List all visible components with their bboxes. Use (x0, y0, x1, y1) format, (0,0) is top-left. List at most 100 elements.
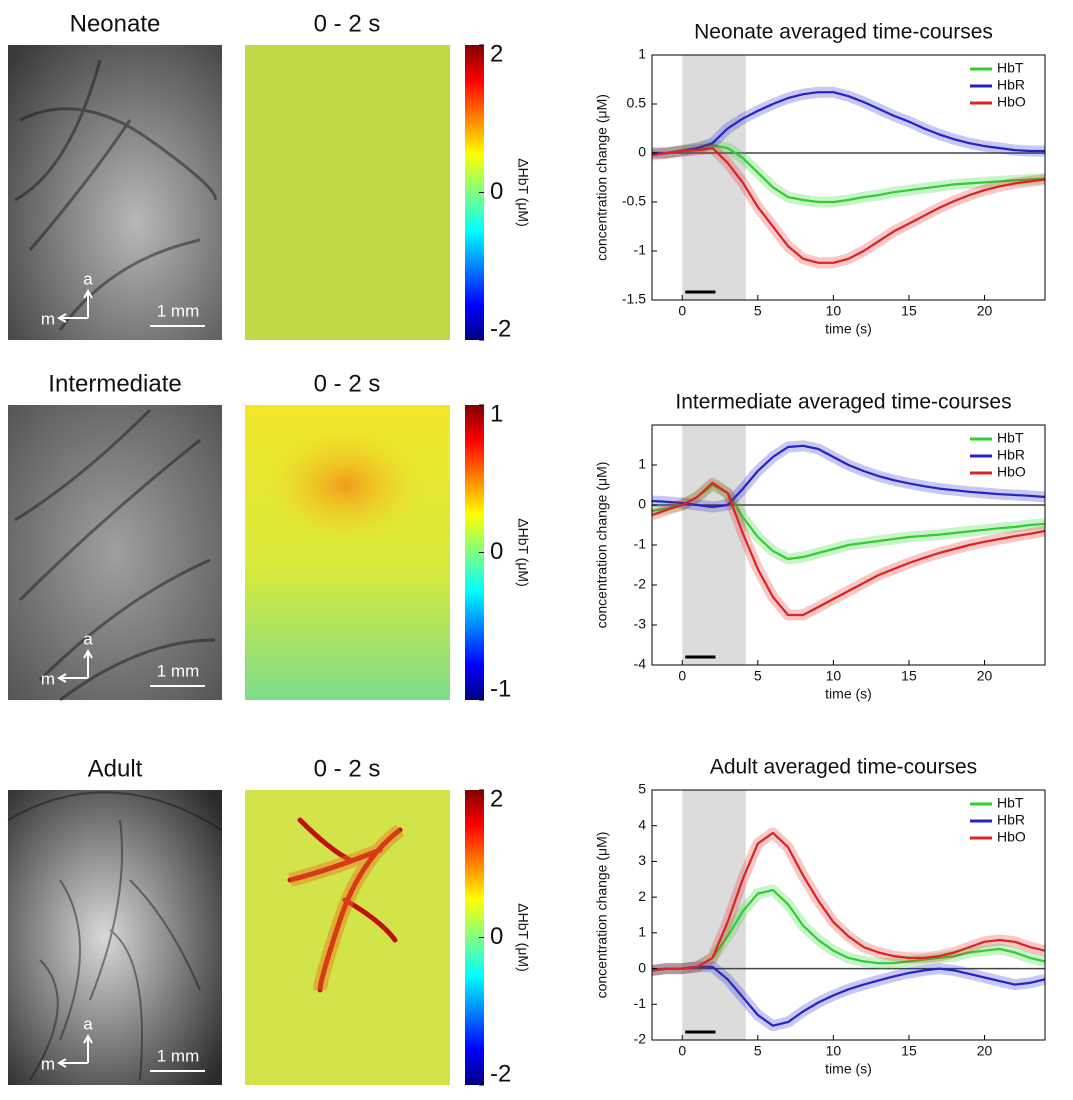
legend-label: HbO (997, 829, 1026, 845)
x-axis-label: time (s) (825, 686, 872, 702)
series-line (651, 965, 1046, 1027)
y-tick-label: -2 (634, 576, 647, 592)
stimulus-window (682, 790, 746, 1040)
orientation-label: m (41, 309, 55, 328)
x-tick-label: 0 (678, 668, 686, 684)
panel-label: Intermediate (48, 370, 181, 397)
scale-bar-label: 1 mm (157, 1046, 200, 1065)
chart-title: Intermediate averaged time-courses (675, 391, 1011, 414)
colorbar-tick-label: -2 (490, 315, 511, 342)
y-tick-label: -1 (634, 995, 647, 1011)
panel-label: Neonate (70, 10, 161, 37)
x-axis-label: time (s) (825, 321, 872, 337)
chart-title: Neonate averaged time-courses (694, 21, 993, 44)
y-axis-label: concentration change (μM) (594, 94, 610, 261)
y-tick-label: 0 (638, 496, 646, 512)
x-tick-label: 20 (977, 668, 993, 684)
x-tick-label: 0 (678, 1043, 686, 1059)
activation-map (245, 45, 450, 1085)
y-tick-label: 5 (638, 781, 646, 797)
y-tick-label: 0.5 (627, 95, 647, 111)
orientation-label: a (83, 269, 93, 288)
colorbar-tick-label: -1 (490, 675, 511, 702)
stimulus-window (682, 55, 746, 300)
legend-label: HbT (997, 430, 1024, 446)
orientation-label: m (41, 669, 55, 688)
map-title: 0 - 2 s (314, 755, 381, 782)
y-tick-label: 1 (638, 46, 646, 62)
panel-label: Adult (88, 755, 143, 782)
y-tick-label: -2 (634, 1031, 647, 1047)
legend-label: HbR (997, 447, 1025, 463)
x-axis-label: time (s) (825, 1061, 872, 1077)
x-tick-label: 5 (754, 1043, 762, 1059)
series-line (651, 147, 1046, 264)
colorbar (465, 45, 484, 1085)
orientation-arrow (56, 1033, 93, 1068)
plot-frame (651, 54, 1046, 301)
colorbar-tick-label: 1 (490, 400, 503, 427)
y-axis-label: concentration change (μM) (594, 462, 610, 629)
legend-label: HbT (997, 795, 1024, 811)
map-title: 0 - 2 s (314, 370, 381, 397)
x-tick-label: 10 (826, 1043, 842, 1059)
colorbar-tick-label: 2 (490, 785, 503, 812)
colorbar-tick-label: 0 (490, 178, 503, 205)
x-tick-label: 15 (901, 1043, 917, 1059)
colorbar-label: ΔHbT (μM) (515, 518, 531, 587)
plot-frame (651, 789, 1046, 1041)
orientation-label: a (83, 629, 93, 648)
legend-label: HbT (997, 60, 1024, 76)
orientation-label: a (83, 1014, 93, 1033)
x-tick-label: 10 (826, 303, 842, 319)
y-tick-label: 1 (638, 924, 646, 940)
x-tick-label: 15 (901, 668, 917, 684)
stimulus-window (682, 425, 746, 665)
x-tick-label: 0 (678, 303, 686, 319)
legend-label: HbR (997, 77, 1025, 93)
colorbar-tick-label: 0 (490, 923, 503, 950)
x-tick-label: 15 (901, 303, 917, 319)
orientation-arrow (56, 288, 93, 323)
chart-title: Adult averaged time-courses (710, 756, 977, 779)
legend-label: HbR (997, 812, 1025, 828)
photo (7, 45, 223, 1085)
series-line (651, 831, 1046, 972)
orientation-label: m (41, 1054, 55, 1073)
map-title: 0 - 2 s (314, 10, 381, 37)
y-tick-label: 1 (638, 456, 646, 472)
y-tick-label: -0.5 (622, 193, 646, 209)
colorbar-tick-label: -2 (490, 1060, 511, 1087)
series-line (651, 483, 1046, 561)
y-tick-label: -1.5 (622, 291, 646, 307)
series-line (651, 888, 1046, 972)
x-tick-label: 20 (977, 303, 993, 319)
scale-bar-label: 1 mm (157, 661, 200, 680)
y-tick-label: 3 (638, 852, 646, 868)
y-tick-label: -1 (634, 536, 647, 552)
scale-bar-label: 1 mm (157, 301, 200, 320)
orientation-arrow (56, 648, 93, 683)
x-tick-label: 5 (754, 668, 762, 684)
y-tick-label: -4 (634, 656, 647, 672)
colorbar-tick-label: 2 (490, 40, 503, 67)
series-line (651, 444, 1046, 509)
colorbar-label: ΔHbT (μM) (515, 158, 531, 227)
series-line (652, 91, 1045, 155)
colorbar-label: ΔHbT (μM) (515, 903, 531, 972)
y-tick-label: -3 (634, 616, 647, 632)
x-tick-label: 20 (977, 1043, 993, 1059)
y-tick-label: 4 (638, 816, 646, 832)
x-tick-label: 5 (754, 303, 762, 319)
y-tick-label: 2 (638, 888, 646, 904)
y-axis-label: concentration change (μM) (594, 832, 610, 999)
series-line (652, 144, 1046, 204)
series-line (651, 481, 1046, 617)
colorbar-tick-label: 0 (490, 538, 503, 565)
legend-label: HbO (997, 94, 1026, 110)
y-tick-label: 0 (638, 144, 646, 160)
legend-label: HbO (997, 464, 1026, 480)
y-tick-label: 0 (638, 959, 646, 975)
x-tick-label: 10 (826, 668, 842, 684)
